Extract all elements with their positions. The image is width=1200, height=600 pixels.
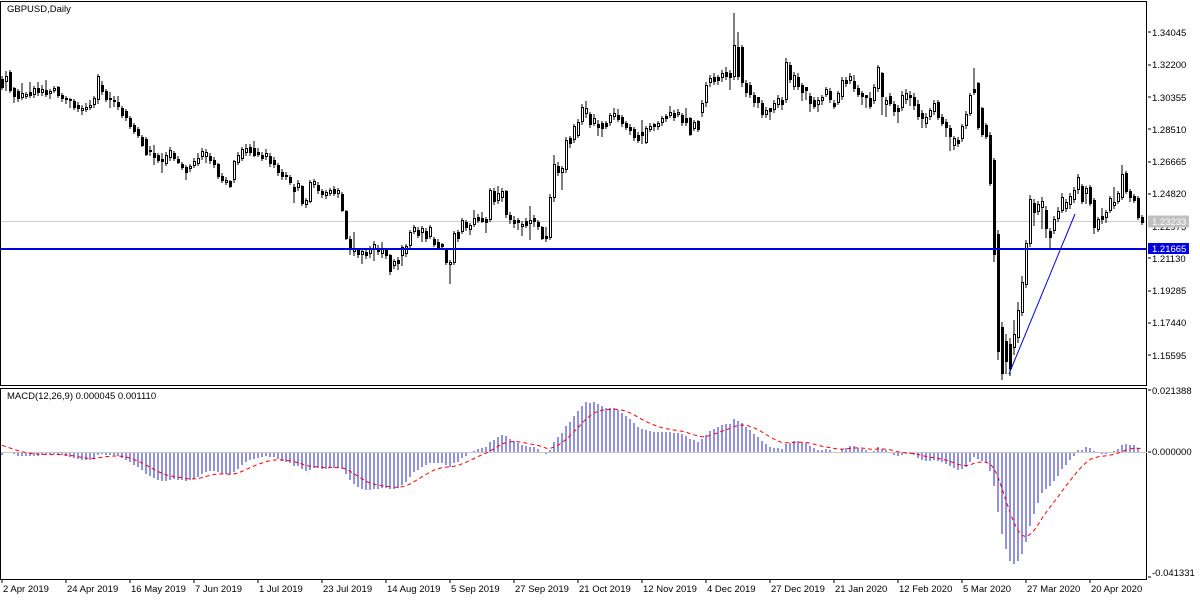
- svg-text:14 Aug 2019: 14 Aug 2019: [387, 584, 440, 595]
- svg-text:1.26665: 1.26665: [1152, 157, 1186, 168]
- svg-text:1.24820: 1.24820: [1152, 189, 1186, 200]
- svg-text:1.28510: 1.28510: [1152, 125, 1186, 136]
- svg-text:20 Apr 2020: 20 Apr 2020: [1091, 584, 1142, 595]
- svg-text:1.21130: 1.21130: [1152, 254, 1186, 265]
- svg-text:27 Mar 2020: 27 Mar 2020: [1027, 584, 1080, 595]
- svg-text:7 Jun 2019: 7 Jun 2019: [195, 584, 242, 595]
- svg-text:5 Mar 2020: 5 Mar 2020: [963, 584, 1011, 595]
- svg-text:1.32200: 1.32200: [1152, 60, 1186, 71]
- svg-text:0.000000: 0.000000: [1152, 447, 1192, 458]
- svg-text:GBPUSD,Daily: GBPUSD,Daily: [7, 4, 71, 15]
- svg-text:23 Jul 2019: 23 Jul 2019: [323, 584, 372, 595]
- svg-text:2 Apr 2019: 2 Apr 2019: [3, 584, 49, 595]
- svg-text:1 Jul 2019: 1 Jul 2019: [259, 584, 303, 595]
- svg-text:21 Oct 2019: 21 Oct 2019: [579, 584, 631, 595]
- svg-text:27 Sep 2019: 27 Sep 2019: [515, 584, 569, 595]
- svg-text:27 Dec 2019: 27 Dec 2019: [771, 584, 825, 595]
- svg-text:5 Sep 2019: 5 Sep 2019: [451, 584, 500, 595]
- svg-text:16 May 2019: 16 May 2019: [131, 584, 186, 595]
- svg-text:1.15595: 1.15595: [1152, 351, 1186, 362]
- svg-text:1.17440: 1.17440: [1152, 318, 1186, 329]
- svg-text:24 Apr 2019: 24 Apr 2019: [67, 584, 118, 595]
- svg-text:1.34045: 1.34045: [1152, 28, 1186, 39]
- svg-text:1.19285: 1.19285: [1152, 286, 1186, 297]
- svg-text:12 Feb 2020: 12 Feb 2020: [899, 584, 952, 595]
- svg-text:-0.041331: -0.041331: [1152, 568, 1195, 579]
- svg-text:MACD(12,26,9) 0.000045 0.00111: MACD(12,26,9) 0.000045 0.001110: [7, 391, 156, 402]
- svg-text:0.021388: 0.021388: [1152, 386, 1192, 397]
- svg-text:12 Nov 2019: 12 Nov 2019: [643, 584, 697, 595]
- svg-text:1.23233: 1.23233: [1152, 217, 1186, 228]
- svg-text:1.30355: 1.30355: [1152, 93, 1186, 104]
- svg-text:21 Jan 2020: 21 Jan 2020: [835, 584, 887, 595]
- svg-text:4 Dec 2019: 4 Dec 2019: [707, 584, 756, 595]
- svg-text:1.21665: 1.21665: [1152, 244, 1186, 255]
